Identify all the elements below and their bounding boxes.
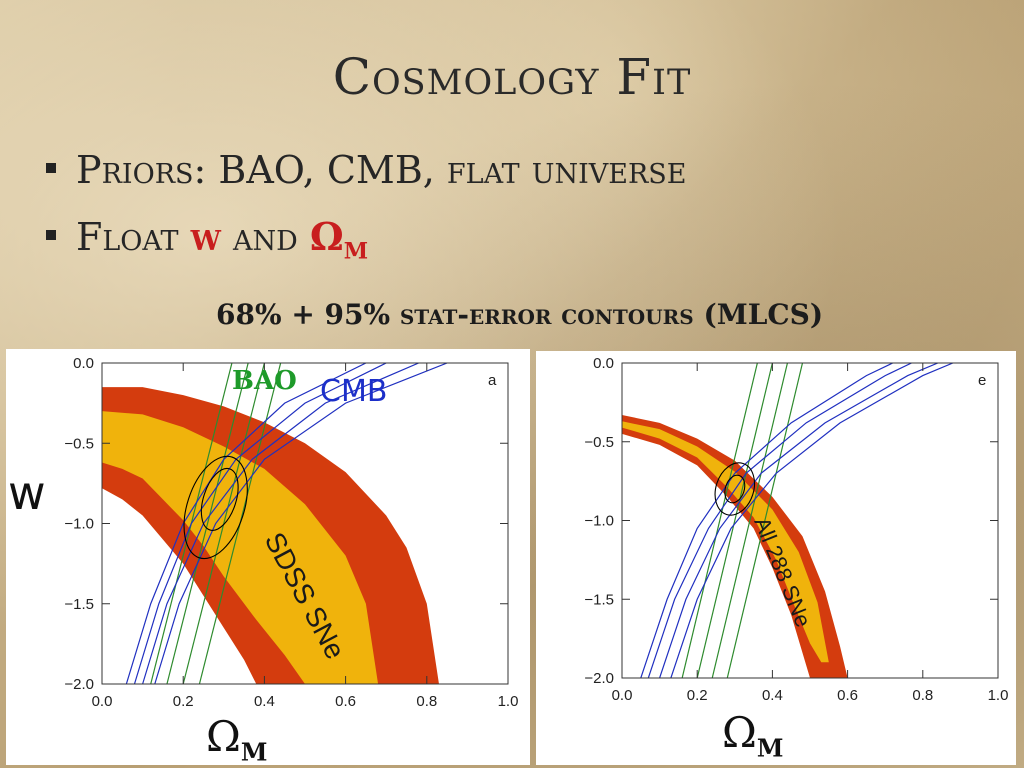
cmb-label: CMB — [320, 374, 388, 409]
cmb-contour-line-1 — [647, 363, 912, 678]
x-axis-omega: Ω — [206, 712, 241, 761]
bullet-priors: Priors: BAO, CMB, flat universe — [46, 148, 687, 214]
chart-panel-a: 0.0 0.2 0.4 0.6 0.8 1.0 0.0 −0.5 −1.0 −1.5 −2.0 a SD… — [6, 349, 530, 765]
x-axis-omega: Ω — [722, 708, 757, 757]
slide-title: Cosmology Fit — [332, 48, 692, 106]
bullet-list: Priors: BAO, CMB, flat universe Float w … — [46, 148, 687, 280]
bao-contour-line-2 — [182, 363, 265, 684]
x-axis-label-a: ΩM — [206, 712, 267, 766]
y-tick-label: −0.5 — [584, 434, 614, 451]
bullet-omega: ΩM — [309, 214, 368, 265]
combined-contour-68 — [724, 474, 746, 504]
chart-e-svg: 0.0 0.2 0.4 0.6 0.8 1.00.0−0.5−1.0−1.5−2.0eAl… — [584, 355, 1009, 704]
bao-label: BAO — [232, 366, 297, 396]
x-tick-label: 0.0 — [92, 693, 113, 710]
y-tick-label: −1.0 — [584, 513, 614, 530]
bao-contour-line-0 — [681, 363, 758, 678]
combined-contour-95 — [714, 462, 756, 516]
cmb-contour-line-0 — [640, 363, 893, 678]
x-tick-label: 1.0 — [988, 687, 1009, 704]
bullet-and: and — [232, 215, 298, 259]
bullet-omega-sub: M — [343, 238, 369, 265]
bullet-square-icon — [46, 162, 56, 173]
plot-area — [622, 363, 954, 678]
bullet-float-text: Float — [76, 215, 179, 259]
y-tick-label: −1.0 — [64, 516, 94, 533]
chart-panel-e: 0.0 0.2 0.4 0.6 0.8 1.0 0.0 −0.5 −1.0 −1.5 −2.0 e Al… — [536, 351, 1016, 765]
x-axis-label-e: ΩM — [722, 708, 783, 762]
cmb-contour-line-3 — [670, 363, 954, 678]
chart-a-svg: 0.0 0.2 0.4 0.6 0.8 1.00.0−0.5−1.0−1.5−2.0aSD… — [64, 355, 519, 710]
inner-band — [102, 411, 379, 684]
x-tick-label: 0.8 — [912, 687, 933, 704]
y-tick-label: −2.0 — [584, 670, 614, 687]
x-tick-label: 0.6 — [837, 687, 858, 704]
x-tick-label: 1.0 — [498, 693, 519, 710]
cmb-contour-line-3 — [154, 363, 448, 684]
bullet-omega-symbol: Ω — [309, 214, 344, 259]
bao-contour-line-2 — [711, 363, 789, 678]
outer-band — [622, 414, 848, 678]
x-axis-sub: M — [240, 737, 268, 767]
y-tick-label: −2.0 — [64, 676, 94, 693]
y-tick-label: −1.5 — [64, 596, 94, 613]
y-tick-label: −0.5 — [64, 435, 94, 452]
cmb-contour-line-0 — [125, 363, 367, 684]
x-axis-sub: M — [756, 733, 784, 763]
cmb-contour-line-1 — [133, 363, 387, 684]
plot-area — [102, 363, 448, 684]
bao-contour-line-1 — [696, 363, 773, 678]
combined-contour-68 — [200, 467, 239, 531]
y-tick-label: 0.0 — [73, 355, 94, 372]
bullet-w: w — [190, 214, 221, 259]
bullet-priors-text: Priors: BAO, CMB, flat universe — [76, 148, 687, 192]
x-tick-label: 0.2 — [173, 693, 194, 710]
cmb-contour-line-2 — [659, 363, 939, 678]
y-tick-label: −1.5 — [584, 591, 614, 608]
cmb-contour-line-2 — [142, 363, 419, 684]
contour-caption: 68% + 95% stat-error contours (MLCS) — [216, 298, 824, 331]
panel-letter: e — [978, 372, 986, 389]
x-tick-label: 0.6 — [335, 693, 356, 710]
x-tick-label: 0.4 — [762, 687, 783, 704]
x-tick-label: 0.0 — [612, 687, 633, 704]
x-tick-label: 0.2 — [687, 687, 708, 704]
combined-contour-95 — [183, 455, 248, 560]
x-tick-label: 0.4 — [254, 693, 275, 710]
bullet-float: Float w and ΩM — [46, 214, 687, 280]
bao-contour-line-1 — [166, 363, 249, 684]
y-axis-label: w — [8, 466, 46, 520]
panel-letter: a — [488, 372, 497, 389]
x-tick-label: 0.8 — [416, 693, 437, 710]
bao-contour-line-3 — [726, 363, 804, 678]
bullet-square-icon — [46, 229, 56, 240]
y-tick-label: 0.0 — [593, 355, 614, 372]
